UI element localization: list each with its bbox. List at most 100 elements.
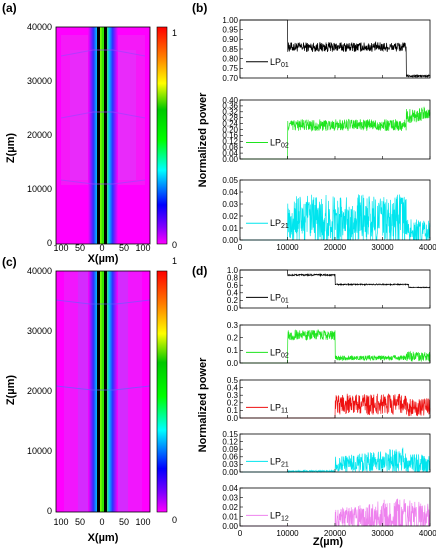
- y-tick-label: 0.3: [227, 321, 239, 330]
- y-tick-label: 0.0: [227, 304, 239, 313]
- map-c-xlabel: X(µm): [88, 532, 119, 544]
- subplot: 0.05 0.04 0.03 0.02 0.01 0.00 LP21: [222, 176, 431, 245]
- legend-label: LP21: [270, 456, 289, 468]
- series-line: [240, 106, 431, 160]
- y-tick-label: 0.15: [222, 430, 238, 439]
- series-line: [240, 194, 431, 241]
- map-a-xlabel: X(µm): [88, 253, 119, 265]
- y-tick-label: 0.09: [222, 445, 238, 454]
- x-tick-label: 40000: [419, 243, 436, 252]
- y-tick-label: 0.02: [222, 212, 238, 221]
- axes-box: [239, 179, 431, 241]
- map-a-plot: [55, 26, 151, 245]
- legend-label: LP02: [270, 137, 289, 149]
- y-tick-label: 0.00: [222, 236, 238, 245]
- x-tick-label: 0: [238, 243, 243, 252]
- y-tick: 40000: [27, 22, 52, 32]
- subplot: 1.00.80.60.40.20.0 LP01: [227, 266, 431, 313]
- x-tick: 50: [119, 517, 129, 527]
- y-tick: 20000: [27, 130, 52, 140]
- legend-label: LP02: [270, 347, 289, 359]
- y-tick-label: 0.06: [222, 453, 238, 462]
- y-tick-label: 0.2: [227, 399, 239, 408]
- map-c-ylabel: Z(µm): [5, 375, 17, 406]
- lines-b-ylabel: Normalized power: [197, 92, 209, 187]
- x-tick-label: 0: [238, 529, 243, 538]
- y-tick-label: 0.5: [227, 376, 239, 385]
- y-tick-label: 0.16: [222, 131, 238, 140]
- series-line: [240, 498, 431, 528]
- map-c-plot: [55, 270, 151, 513]
- y-tick: 0: [47, 238, 52, 248]
- y-tick-label: 0.90: [222, 35, 238, 44]
- y-tick-label: 0.95: [222, 25, 238, 34]
- y-tick-label: 0.32: [222, 108, 238, 117]
- y-tick-label: 1.0: [227, 266, 239, 275]
- x-tick: 0: [99, 517, 104, 527]
- panel-b: (b) Normalized power 1.000.950.900.850.8…: [192, 1, 436, 252]
- y-tick-label: 1.00: [222, 16, 238, 25]
- y-tick-label: 0.00: [222, 522, 238, 531]
- x-tick-label: 20000: [324, 529, 347, 538]
- lines-d-ylabel: Normalized power: [197, 357, 209, 452]
- y-tick-label: 0.01: [222, 224, 238, 233]
- y-tick-label: 0.01: [222, 512, 238, 521]
- lines-d-xlabel: Z(µm): [313, 536, 344, 548]
- panel-label-d: (d): [192, 264, 207, 278]
- subplot: 1.000.950.900.850.800.750.70 LP01: [222, 16, 431, 83]
- colorbar-max-label: 1: [172, 28, 177, 38]
- series-line: [240, 393, 431, 419]
- panel-c: (c) Z(µm) 40000 30000 20000 10000 0 100 …: [2, 255, 177, 544]
- legend-label: LP01: [270, 57, 289, 69]
- map-a-x-ticks: 100 50 0 50 100: [53, 243, 150, 253]
- y-tick-label: 0.05: [222, 176, 238, 185]
- y-tick-label: 0.12: [222, 437, 238, 446]
- y-tick-label: 0.03: [222, 200, 238, 209]
- y-tick: 30000: [27, 76, 52, 86]
- y-tick-label: 0.4: [227, 383, 239, 392]
- legend-label: LP21: [270, 218, 289, 230]
- colorbar-c: 1 0: [156, 256, 177, 525]
- x-tick: 100: [53, 243, 68, 253]
- colorbar-min-label: 0: [172, 515, 177, 525]
- x-tick: 50: [75, 517, 85, 527]
- series-line: [240, 19, 431, 79]
- y-tick-label: 0.40: [222, 96, 238, 105]
- subplot: 0.150.120.090.060.030.00 LP21: [222, 430, 431, 477]
- y-tick-label: 0.00: [222, 468, 238, 477]
- subplot: 0.50.40.30.20.10.0 LP11: [227, 376, 431, 423]
- subplot: 0.400.360.320.280.240.200.160.120.080.04…: [222, 96, 431, 164]
- y-tick-label: 0.04: [222, 188, 238, 197]
- legend-label: LP11: [270, 402, 288, 414]
- y-tick-label: 0.0: [227, 414, 239, 423]
- y-tick-label: 0.85: [222, 45, 238, 54]
- y-tick: 10000: [27, 446, 52, 456]
- y-tick-label: 0.1: [227, 406, 239, 415]
- y-tick-label: 0.4: [227, 289, 239, 298]
- y-tick-label: 0.36: [222, 102, 238, 111]
- colorbar-a: 1 0: [156, 26, 177, 250]
- y-tick-label: 0.04: [222, 484, 238, 493]
- series-line: [240, 328, 431, 364]
- x-tick: 100: [53, 517, 68, 527]
- map-a-ylabel: Z(µm): [5, 133, 17, 164]
- legend-label: LP01: [270, 292, 289, 304]
- panel-d-subplots: 1.00.80.60.40.20.0LP010.30.20.10.0LP020.…: [222, 266, 431, 531]
- x-tick: 50: [75, 243, 85, 253]
- subplot: 0.040.030.020.010.00 LP12: [222, 484, 431, 531]
- y-tick-label: 0.2: [227, 333, 239, 342]
- y-tick-label: 0.2: [227, 296, 239, 305]
- map-c-x-ticks: 100 50 0 50 100: [53, 517, 150, 527]
- y-tick-label: 0.1: [227, 346, 239, 355]
- panel-d: (d) Normalized power 1.00.80.60.40.20.0L…: [192, 264, 436, 548]
- y-tick-label: 0.20: [222, 125, 238, 134]
- y-tick-label: 0.3: [227, 391, 239, 400]
- map-c-y-ticks: 40000 30000 20000 10000 0: [27, 266, 52, 516]
- y-tick-label: 0.03: [222, 460, 238, 469]
- series-line: [240, 269, 431, 289]
- y-tick-label: 0.04: [222, 149, 238, 158]
- y-tick-label: 0.75: [222, 64, 238, 73]
- y-tick-label: 0.12: [222, 137, 238, 146]
- y-tick-label: 0.8: [227, 273, 239, 282]
- panel-b-subplots: 1.000.950.900.850.800.750.70 LP01 0.400.36…: [222, 16, 431, 245]
